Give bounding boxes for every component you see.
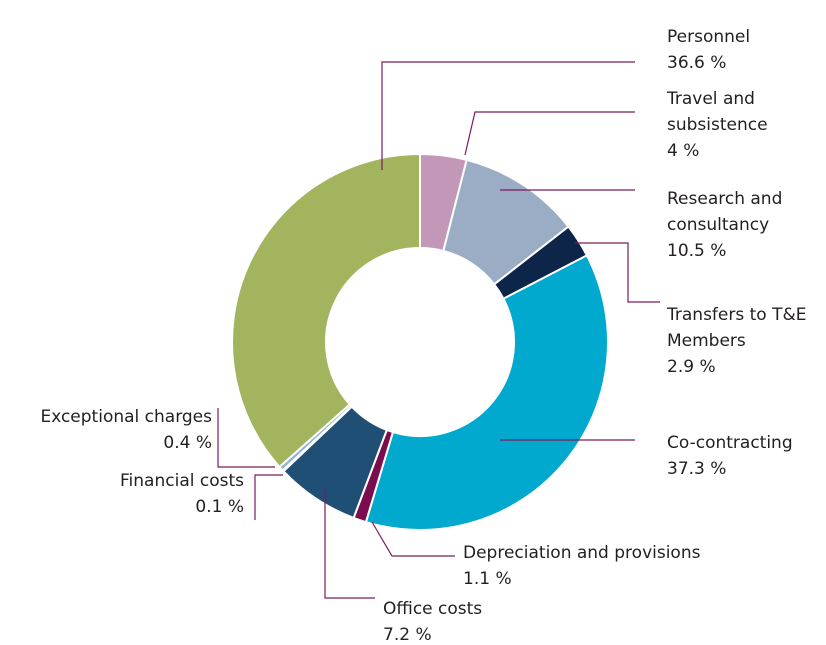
category-label: Financial costs (120, 471, 244, 491)
slice-label: Exceptional charges 0.4 % (12, 404, 212, 456)
leader-line (575, 242, 660, 303)
slice-label: Financial costs 0.1 % (44, 468, 244, 520)
value-label: 0.1 % (195, 497, 244, 517)
category-label: Transfers to T&E Members (667, 305, 807, 351)
value-label: 7.2 % (383, 625, 432, 645)
slice-label: Co-contracting 37.3 % (667, 430, 826, 482)
leader-line (217, 408, 275, 468)
leader-line (381, 61, 635, 170)
slice-label: Office costs 7.2 % (383, 596, 533, 645)
slice-label: Depreciation and provisions 1.1 % (463, 540, 793, 592)
leader-line (371, 521, 455, 557)
category-label: Exceptional charges (40, 407, 212, 427)
value-label: 2.9 % (667, 357, 716, 377)
value-label: 37.3 % (667, 459, 727, 479)
category-label: Office costs (383, 599, 483, 619)
value-label: 10.5 % (667, 241, 727, 261)
value-label: 36.6 % (667, 53, 727, 73)
category-label: Travel and subsistence (667, 89, 768, 135)
value-label: 1.1 % (463, 569, 512, 589)
donut-slice (364, 254, 609, 531)
slice-label: Transfers to T&E Members 2.9 % (667, 302, 826, 380)
category-label: Research and consultancy (667, 189, 783, 235)
donut-slice (231, 152, 421, 469)
leader-line (324, 490, 375, 599)
slice-label: Travel and subsistence 4 % (667, 86, 807, 164)
value-label: 0.4 % (163, 433, 212, 453)
slice-label: Research and consultancy 10.5 % (667, 186, 807, 264)
leader-line (254, 474, 283, 520)
category-label: Co-contracting (667, 433, 793, 453)
category-label: Personnel (667, 27, 751, 47)
category-label: Depreciation and provisions (463, 543, 701, 563)
slice-label: Personnel 36.6 % (667, 24, 807, 76)
value-label: 4 % (667, 141, 700, 161)
leader-line (464, 111, 635, 156)
